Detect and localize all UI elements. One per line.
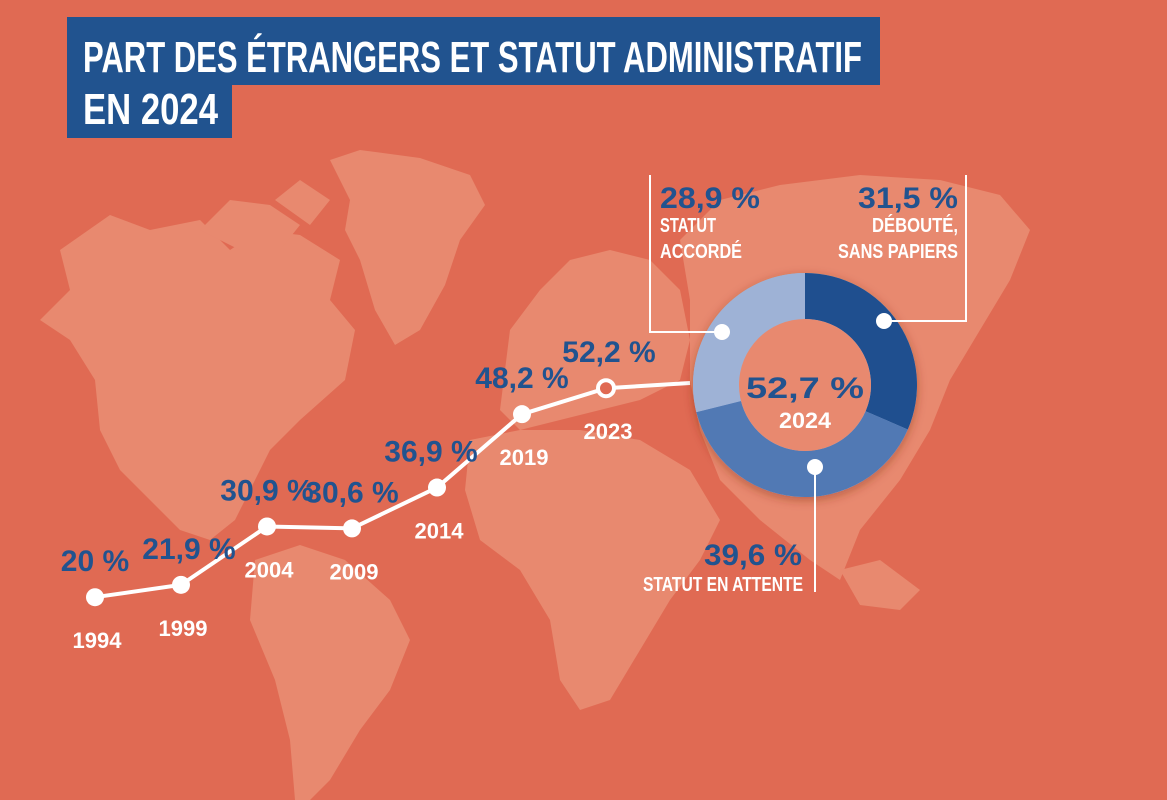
year-label-2014: 2014 [415,519,465,544]
donut-slice-accorde [693,273,805,413]
greenland [330,150,485,345]
label-accorde-line2: ACCORDÉ [660,240,742,263]
africa [465,430,720,710]
year-label-1999: 1999 [159,616,208,641]
data-point-1994 [86,588,104,607]
label-accorde-value: 28,9 % [660,182,760,215]
value-label-1999: 21,9 % [142,533,235,566]
value-label-2023: 52,2 % [562,336,655,369]
callout-dot-accorde [714,324,730,340]
south-america [250,545,410,800]
southeast-asia [840,560,920,610]
value-label-1994: 20 % [61,545,129,578]
year-label-2004: 2004 [245,557,295,582]
value-label-2009: 30,6 % [305,476,398,509]
label-attente-value: 39,6 % [704,539,802,572]
title-box-line1 [67,17,880,85]
title-line1: PART DES ÉTRANGERS ET STATUT ADMINISTRAT… [83,32,862,82]
callout-line-deboute [884,175,967,322]
year-label-2019: 2019 [500,445,549,470]
data-point-2014 [428,478,446,497]
title-box-line2 [67,85,232,138]
donut-chart [693,273,918,498]
data-point-2019 [513,405,531,424]
label-deboute-value: 31,5 % [858,182,958,215]
value-label-2014: 36,9 % [384,436,477,469]
donut-hole [739,319,871,451]
line-chart: 20 % 1994 21,9 % 1999 30,9 % 2004 30,6 % 2009 36… [61,336,691,653]
arctic-islands [200,180,330,250]
year-label-2009: 2009 [330,559,379,584]
series-line [94,381,691,600]
year-label-2023: 2023 [584,419,633,444]
data-point-2004 [258,517,276,536]
label-accorde-line1: STATUT [660,215,716,237]
callout-lines [649,175,967,592]
callout-line-accorde [649,175,720,333]
callout-dot-deboute [876,313,892,329]
title-line2: EN 2024 [83,85,218,134]
value-label-2004: 30,9 % [220,474,313,507]
data-point-1999 [172,575,190,594]
donut-slice-attente [696,401,908,498]
value-label-2019: 48,2 % [475,362,568,395]
data-point-2009 [343,519,361,538]
data-point-2023 [596,378,616,399]
label-deboute-line2: SANS PAPIERS [838,241,958,263]
donut-slice-deboute [805,273,918,430]
north-america [40,215,355,540]
label-deboute-line1: DÉBOUTÉ, [872,214,958,237]
donut-center-value: 52,7 % [746,372,864,405]
donut-center-label: 2024 [779,408,832,433]
callout-dot-attente [807,459,823,475]
label-attente-line1: STATUT EN ATTENTE [643,574,803,596]
year-label-1994: 1994 [73,628,123,653]
